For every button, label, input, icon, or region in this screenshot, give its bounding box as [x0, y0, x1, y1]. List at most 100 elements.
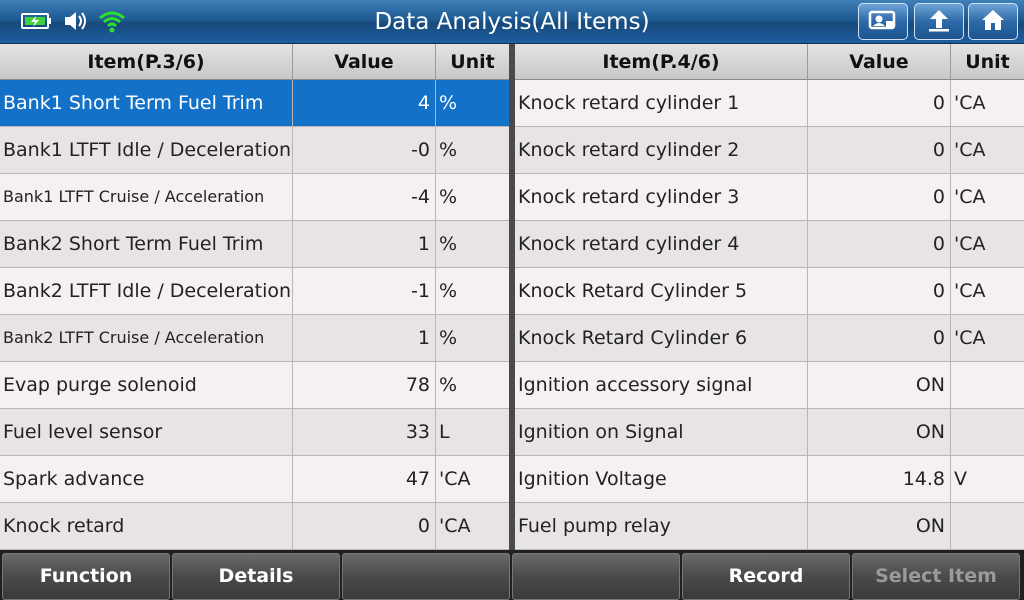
back-button[interactable]: [914, 3, 964, 40]
row-item: Ignition Voltage: [515, 456, 808, 502]
bottom-toolbar: Function Details Record Select Item: [0, 550, 1024, 600]
home-button[interactable]: [968, 3, 1018, 40]
back-arrow-icon: [925, 7, 953, 37]
table-row[interactable]: Knock Retard Cylinder 5 0 'CA: [515, 268, 1024, 315]
print-screen-icon: [868, 9, 898, 35]
left-data-table: Item(P.3/6) Value Unit Bank1 Short Term …: [0, 44, 509, 550]
table-row[interactable]: Bank1 LTFT Idle / Deceleration -0 %: [0, 127, 509, 174]
row-unit: [951, 362, 1024, 408]
table-row[interactable]: Ignition accessory signal ON: [515, 362, 1024, 409]
table-row[interactable]: Bank2 Short Term Fuel Trim 1 %: [0, 221, 509, 268]
table-row[interactable]: Knock Retard Cylinder 6 0 'CA: [515, 315, 1024, 362]
row-unit: 'CA: [439, 468, 471, 490]
row-item: Bank1 LTFT Cruise / Acceleration: [0, 174, 293, 220]
row-unit: 'CA: [954, 92, 986, 114]
row-unit: L: [439, 421, 450, 443]
row-item: Knock retard cylinder 1: [515, 80, 808, 126]
right-col-unit: Unit: [965, 51, 1010, 73]
table-row[interactable]: Knock retard 0 'CA: [0, 503, 509, 550]
row-unit: %: [439, 233, 458, 255]
row-item: Bank2 LTFT Cruise / Acceleration: [0, 315, 293, 361]
row-value: 0: [808, 221, 951, 267]
row-unit: 'CA: [954, 186, 986, 208]
table-row[interactable]: Knock retard cylinder 1 0 'CA: [515, 80, 1024, 127]
row-value: 0: [808, 174, 951, 220]
table-row[interactable]: Bank1 LTFT Cruise / Acceleration -4 %: [0, 174, 509, 221]
row-value: 78: [293, 362, 436, 408]
row-value: 0: [293, 503, 436, 549]
row-value: 33: [293, 409, 436, 455]
table-row[interactable]: Knock retard cylinder 2 0 'CA: [515, 127, 1024, 174]
row-value: -0: [293, 127, 436, 173]
table-row[interactable]: Bank1 Short Term Fuel Trim 4 %: [0, 80, 509, 127]
row-item: Evap purge solenoid: [0, 362, 293, 408]
row-value: 1: [293, 315, 436, 361]
table-row[interactable]: Fuel level sensor 33 L: [0, 409, 509, 456]
left-table-header: Item(P.3/6) Value Unit: [0, 44, 509, 80]
right-data-table: Item(P.4/6) Value Unit Knock retard cyli…: [515, 44, 1024, 550]
row-value: 0: [808, 80, 951, 126]
left-col-value: Value: [293, 44, 436, 80]
select-item-button[interactable]: Select Item: [852, 553, 1020, 600]
row-unit: %: [439, 92, 458, 114]
row-item: Fuel level sensor: [0, 409, 293, 455]
row-unit: 'CA: [954, 139, 986, 161]
row-item: Knock Retard Cylinder 6: [515, 315, 808, 361]
row-value: 0: [808, 315, 951, 361]
table-row[interactable]: Ignition on Signal ON: [515, 409, 1024, 456]
page-title: Data Analysis(All Items): [374, 9, 650, 35]
right-col-item: Item(P.4/6): [515, 44, 808, 80]
row-value: 47: [293, 456, 436, 502]
row-value: -1: [293, 268, 436, 314]
row-item: Knock retard cylinder 3: [515, 174, 808, 220]
row-unit: [951, 503, 1024, 549]
row-value: 4: [293, 80, 436, 126]
row-unit: %: [439, 374, 458, 396]
table-row[interactable]: Fuel pump relay ON: [515, 503, 1024, 550]
row-value: ON: [808, 503, 951, 549]
row-unit: 'CA: [954, 280, 986, 302]
function-button[interactable]: Function: [2, 553, 170, 600]
row-item: Knock retard: [0, 503, 293, 549]
left-col-item: Item(P.3/6): [0, 44, 293, 80]
empty-button-3[interactable]: [342, 553, 510, 600]
table-row[interactable]: Ignition Voltage 14.8 V: [515, 456, 1024, 503]
row-item: Knock retard cylinder 2: [515, 127, 808, 173]
row-value: ON: [808, 409, 951, 455]
status-icons: [20, 8, 126, 34]
row-value: 14.8: [808, 456, 951, 502]
row-value: 0: [808, 268, 951, 314]
table-row[interactable]: Knock retard cylinder 4 0 'CA: [515, 221, 1024, 268]
table-row[interactable]: Bank2 LTFT Idle / Deceleration -1 %: [0, 268, 509, 315]
wifi-icon: [98, 8, 126, 34]
right-col-value: Value: [808, 44, 951, 80]
left-col-unit: Unit: [450, 51, 495, 73]
home-icon: [979, 7, 1007, 37]
row-value: -4: [293, 174, 436, 220]
row-unit: 'CA: [439, 515, 471, 537]
row-unit: %: [439, 186, 458, 208]
row-item: Fuel pump relay: [515, 503, 808, 549]
column-divider: [509, 44, 515, 550]
row-item: Bank1 Short Term Fuel Trim: [0, 80, 293, 126]
row-unit: %: [439, 327, 458, 349]
row-item: Knock retard cylinder 4: [515, 221, 808, 267]
row-item: Bank2 LTFT Idle / Deceleration: [0, 268, 293, 314]
row-value: 0: [808, 127, 951, 173]
print-screen-button[interactable]: [858, 3, 908, 40]
table-row[interactable]: Evap purge solenoid 78 %: [0, 362, 509, 409]
row-item: Ignition accessory signal: [515, 362, 808, 408]
right-table-header: Item(P.4/6) Value Unit: [515, 44, 1024, 80]
table-row[interactable]: Knock retard cylinder 3 0 'CA: [515, 174, 1024, 221]
battery-charging-icon: [20, 8, 54, 34]
record-button[interactable]: Record: [682, 553, 850, 600]
table-row[interactable]: Bank2 LTFT Cruise / Acceleration 1 %: [0, 315, 509, 362]
row-unit: [951, 409, 1024, 455]
empty-button-4[interactable]: [512, 553, 680, 600]
table-row[interactable]: Spark advance 47 'CA: [0, 456, 509, 503]
details-button[interactable]: Details: [172, 553, 340, 600]
row-item: Bank2 Short Term Fuel Trim: [0, 221, 293, 267]
speaker-icon: [62, 8, 90, 34]
row-item: Bank1 LTFT Idle / Deceleration: [0, 127, 293, 173]
row-unit: V: [954, 468, 967, 490]
